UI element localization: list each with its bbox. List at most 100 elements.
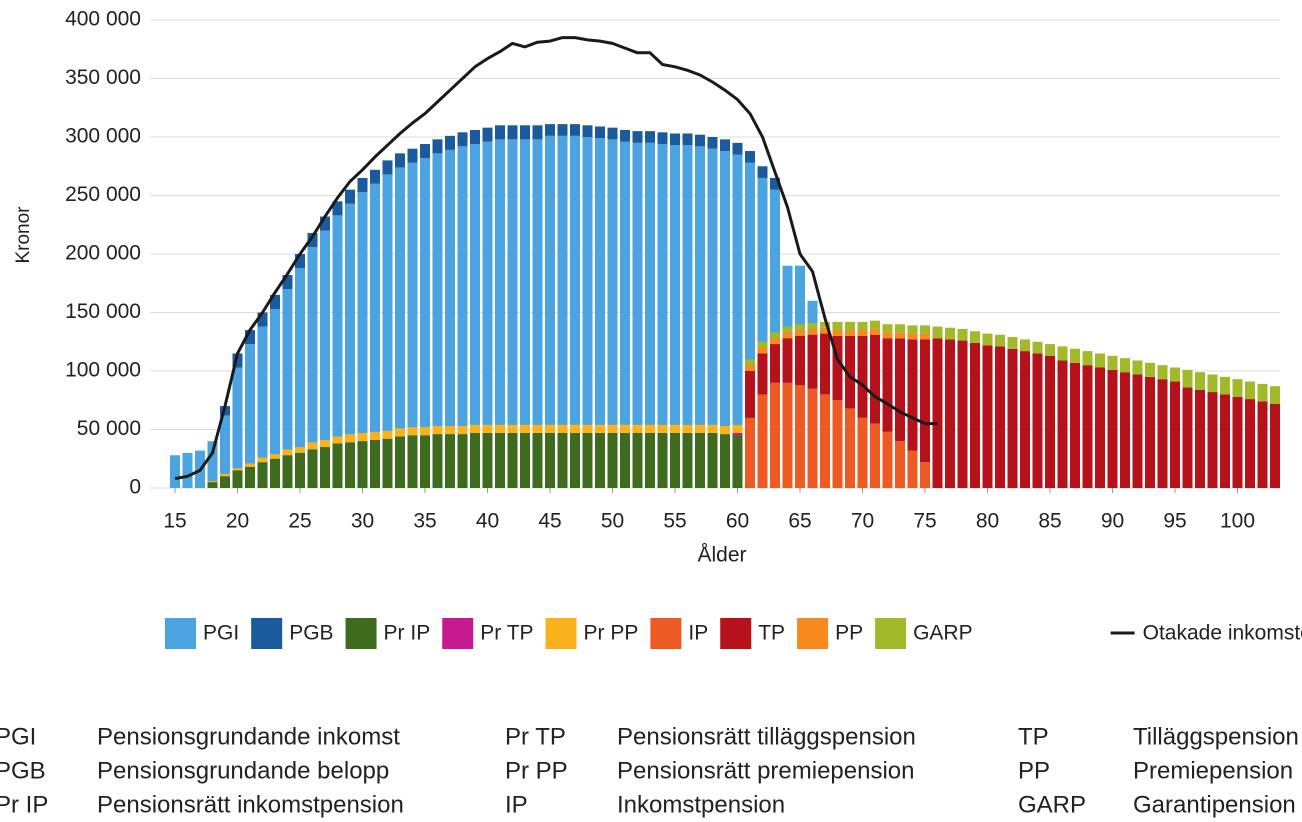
bar-segment (707, 137, 718, 149)
bar-segment (382, 174, 393, 488)
bar-segment (345, 434, 355, 443)
bar-segment (757, 394, 768, 488)
bar-segment (832, 321, 843, 331)
legend-swatch (545, 618, 577, 649)
bar-segment (1157, 379, 1168, 488)
bar-segment (445, 425, 455, 435)
bar-segment (1195, 389, 1205, 488)
bar-segment (407, 435, 418, 488)
bar-segment (182, 452, 193, 488)
glossary-text: Premiepension (1133, 757, 1293, 784)
bar-segment (1120, 372, 1130, 488)
bar-segment (645, 424, 655, 434)
bar-segment (482, 141, 493, 488)
bar-segment (220, 473, 230, 477)
bar-segment (332, 443, 343, 488)
legend-label: Pr TP (480, 622, 533, 645)
bar-segment (570, 124, 580, 136)
bar-segment (782, 326, 793, 333)
bar-segment (870, 423, 880, 488)
bar-segment (257, 457, 268, 463)
bar-segment (832, 400, 843, 488)
bar-segment (695, 424, 705, 434)
bar-segment (357, 177, 368, 192)
bar-segment (932, 326, 943, 339)
bar-segment (545, 135, 555, 488)
bar-segment (957, 328, 968, 341)
bar-segment (570, 433, 580, 488)
legend-swatch (165, 618, 196, 649)
axes: 0 50 000 100 000 150 000 200 000 250 000 300 0… (65, 8, 1255, 533)
glossary-text: Tilläggspension (1133, 723, 1299, 750)
bar-segment (920, 333, 930, 340)
bar-segment (245, 330, 255, 345)
bar-segment (382, 438, 393, 488)
bar-segment (807, 323, 818, 329)
x-tick-label: 30 (351, 510, 374, 533)
legend-swatch (875, 618, 907, 649)
bar-segment (720, 139, 730, 152)
bar-segment (620, 433, 630, 488)
bar-segment (1095, 367, 1105, 488)
bar-segment (1020, 339, 1030, 352)
x-tick-label: 25 (288, 510, 311, 533)
bar-segment (632, 142, 643, 488)
bar-segment (807, 334, 818, 389)
glossary-abbr: PP (1018, 757, 1050, 784)
glossary-abbr: Pr TP (505, 723, 566, 750)
bar-segment (757, 177, 768, 488)
bar-segment (345, 189, 355, 204)
legend-label: Pr PP (584, 622, 639, 645)
bar-segment (307, 232, 318, 247)
bar-segment (895, 324, 905, 333)
bar-segment (682, 145, 693, 488)
bar-segment (595, 138, 605, 489)
glossary-text: Garantipension (1133, 791, 1296, 818)
bar-segment (457, 434, 468, 488)
legend-label: Pr IP (384, 622, 431, 645)
bar-segment (257, 462, 268, 488)
bar-segment (820, 333, 830, 395)
bar-segment (382, 430, 393, 439)
bar-segment (1095, 353, 1105, 368)
bar-segment (645, 433, 655, 488)
bar-segment (670, 133, 680, 146)
bar-segment (1270, 403, 1280, 488)
y-tick-label: 50 000 (77, 417, 141, 440)
bar-segment (357, 441, 368, 488)
bar-segment (295, 452, 305, 488)
legend-label: PGB (289, 622, 333, 645)
y-tick-label: 150 000 (65, 300, 141, 323)
bar-segment (557, 424, 568, 434)
bar-segment (432, 434, 443, 488)
bar-segment (745, 365, 755, 371)
bar-segment (782, 338, 793, 383)
bar-segment (720, 434, 730, 488)
bar-segment (907, 333, 918, 340)
bar-segment (470, 144, 480, 488)
legend-swatch (251, 618, 283, 649)
bar-segment (232, 468, 243, 471)
bar-segment (420, 158, 430, 488)
bar-segment (607, 139, 618, 488)
legend-swatch (650, 618, 682, 649)
bar-segment (545, 424, 555, 434)
x-tick-label: 55 (663, 510, 686, 533)
bar-segment (582, 424, 593, 434)
bar-segment (682, 433, 693, 488)
lines (174, 36, 938, 481)
bar-segment (895, 338, 905, 442)
bar-segment (532, 424, 543, 434)
bar-segment (532, 433, 543, 488)
bar-segment (782, 382, 793, 488)
bar-segment (1170, 381, 1180, 488)
bar-segment (270, 458, 280, 488)
bar-segment (857, 321, 868, 331)
bar-segment (995, 334, 1005, 347)
x-tick-label: 80 (976, 510, 999, 533)
bar-segment (670, 433, 680, 488)
bar-segment (1020, 351, 1030, 488)
y-tick-label: 250 000 (65, 183, 141, 206)
bar-segment (295, 447, 305, 453)
